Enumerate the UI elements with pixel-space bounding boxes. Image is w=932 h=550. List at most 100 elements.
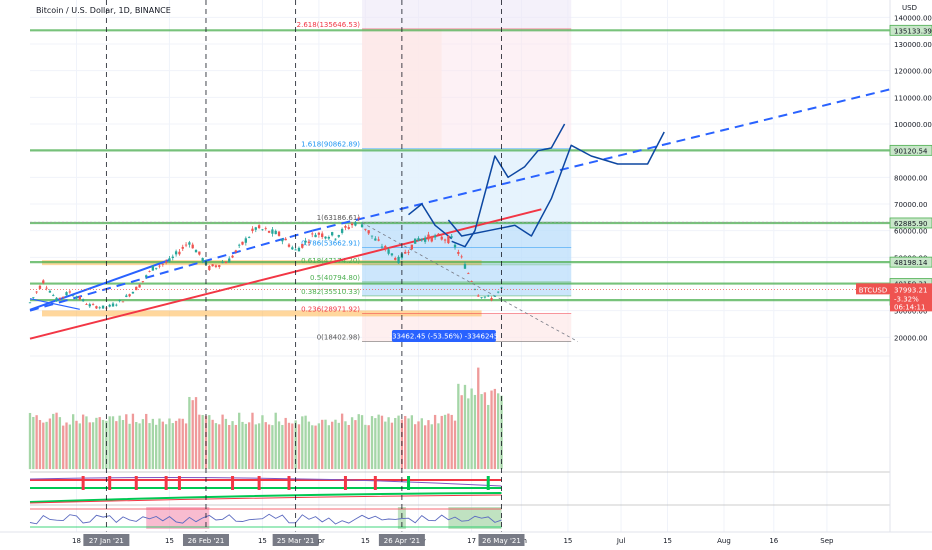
candle-body: [141, 281, 145, 282]
volume-bar: [297, 424, 301, 470]
volume-bar: [118, 415, 121, 470]
candle-body: [274, 230, 277, 235]
volume-bar: [201, 415, 204, 470]
candle-body: [108, 304, 111, 307]
volume-bar: [374, 418, 377, 470]
time-tick-label: Jul: [616, 537, 626, 545]
volume-bar: [231, 421, 234, 470]
candle-body: [244, 238, 247, 243]
volume-bar: [394, 417, 397, 470]
candle-body: [360, 224, 364, 228]
candle-body: [168, 258, 171, 262]
volume-bar: [138, 423, 141, 470]
candle-body: [231, 255, 234, 258]
candle-body: [433, 235, 437, 238]
volume-bar: [423, 425, 427, 470]
volume-bar: [88, 422, 91, 470]
candle-body: [247, 237, 251, 238]
candle-body: [500, 287, 503, 289]
volume-bar: [254, 424, 257, 470]
candle-body: [340, 228, 344, 233]
indicator-signal-red: [164, 476, 168, 490]
candle-body: [241, 241, 244, 245]
candle-body: [477, 295, 480, 297]
candle-body: [427, 234, 430, 240]
price-axis: 20000.0030000.0040000.0050000.0060000.00…: [30, 0, 932, 550]
level-tag-label: 62885.90: [894, 220, 927, 228]
price-tick-label: 110000.00: [894, 94, 932, 102]
countdown-label: 06:14:11: [894, 303, 925, 311]
candle-body: [128, 294, 131, 297]
candle-body: [95, 306, 98, 309]
indicator-signal-red: [108, 476, 112, 490]
candle-body: [344, 225, 347, 228]
candle-body: [254, 227, 257, 230]
candle-body: [151, 265, 155, 271]
fib-zone-pink: [441, 28, 572, 149]
volume-bar: [271, 425, 274, 470]
candle-body: [291, 247, 294, 250]
candle-body: [81, 299, 85, 302]
volume-bar: [28, 412, 32, 470]
candle-body: [367, 230, 370, 234]
time-axis-bg: [0, 532, 932, 550]
candle-body: [85, 304, 88, 305]
volume-bar: [81, 414, 85, 470]
indicator-signal-green: [486, 476, 490, 490]
volume-bar: [301, 416, 304, 470]
candle-body: [161, 263, 164, 265]
candle-body: [158, 265, 161, 267]
volume-bar: [460, 395, 463, 470]
candle-body: [75, 296, 78, 299]
volume-bar: [493, 388, 497, 470]
volume-bar: [101, 419, 105, 470]
candle-body: [155, 267, 158, 269]
volume-bar: [148, 423, 151, 470]
candle-body: [480, 297, 483, 299]
candle-body: [447, 235, 450, 244]
price-tick-label: 130000.00: [894, 41, 932, 49]
time-tick-label: 17: [467, 537, 476, 545]
candle-body: [171, 256, 174, 259]
candle-body: [407, 251, 410, 253]
volume-bar: [370, 416, 374, 470]
volume-bar: [78, 423, 81, 470]
candle-body: [337, 235, 340, 237]
candle-body: [174, 251, 178, 255]
candle-body: [91, 304, 95, 305]
candle-body: [470, 281, 473, 282]
volume-bar: [281, 424, 284, 470]
volume-bar: [340, 413, 344, 470]
fib-label: 0.786(53662.91): [301, 240, 360, 248]
time-tick-label: Aug: [717, 537, 731, 545]
time-tick-label: Apr: [313, 537, 325, 545]
volume-bar: [404, 415, 407, 470]
candle-body: [218, 265, 221, 267]
volume-bar: [390, 422, 394, 470]
volume-bar: [224, 418, 228, 470]
time-tick-label: 15: [563, 537, 572, 545]
candle-body: [145, 275, 148, 277]
volume-bar: [191, 400, 194, 470]
fib-label: 0(18402.98): [317, 334, 361, 342]
candle-body: [423, 237, 427, 242]
volume-bar: [410, 415, 414, 470]
fib-label: 1.618(90862.89): [301, 140, 360, 148]
volume-bar: [387, 417, 390, 470]
candle-body: [115, 304, 118, 306]
blue-solid-trend: [29, 259, 170, 311]
price-tick-label: 120000.00: [894, 68, 932, 76]
indicator-red-zone: [146, 507, 210, 529]
indicator-green-zone: [448, 507, 502, 529]
indicator-signal-red: [134, 476, 138, 490]
price-tick-label: 100000.00: [894, 121, 932, 129]
volume-bar: [357, 414, 360, 470]
candle-body: [311, 233, 314, 235]
candle-body: [201, 258, 204, 262]
fib-label: 0.382(35510.33): [301, 288, 360, 296]
indicator-signal-red: [287, 476, 291, 490]
candle-body: [440, 236, 443, 240]
time-tick-label: 16: [769, 537, 778, 545]
volume-bar: [221, 414, 224, 470]
